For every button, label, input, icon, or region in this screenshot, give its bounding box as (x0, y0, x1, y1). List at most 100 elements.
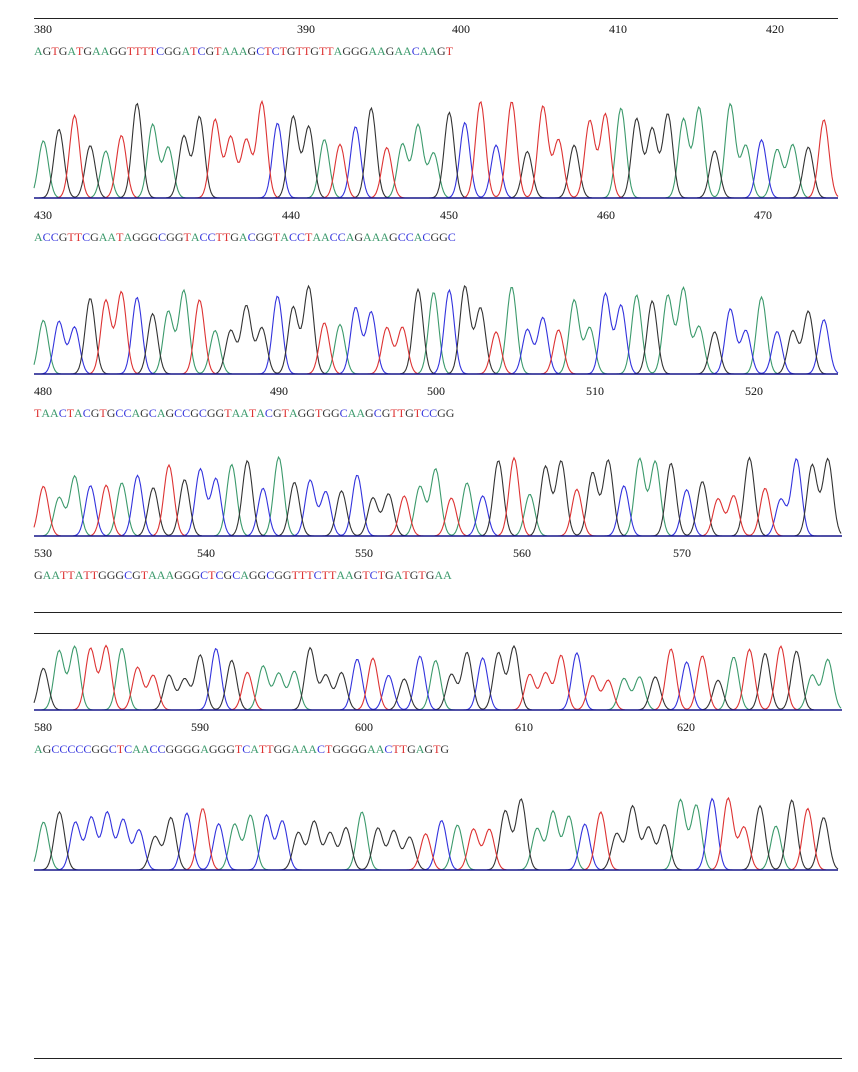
base-call: T (51, 44, 59, 58)
base-call: G (248, 568, 258, 582)
base-call: A (221, 44, 231, 58)
base-call: T (222, 230, 231, 244)
trace-c-series (34, 797, 838, 871)
position-ruler: 530 540 550 560 570 (0, 546, 858, 562)
position-tick-label: 580 (34, 720, 52, 734)
base-call: C (42, 230, 51, 244)
base-call: C (124, 568, 133, 582)
position-tick-label: 530 (34, 546, 52, 560)
base-call: G (439, 230, 448, 244)
base-call: T (324, 742, 333, 756)
base-call: C (158, 230, 167, 244)
trace-a-series (33, 102, 838, 199)
base-call: C (329, 230, 338, 244)
base-call: G (297, 406, 307, 420)
base-call: G (437, 406, 446, 420)
base-call: A (34, 230, 43, 244)
base-call: A (92, 44, 101, 58)
chromatogram-trace (33, 796, 839, 871)
trace-c-series (34, 647, 841, 711)
chromatogram-trace (33, 99, 839, 199)
base-call: T (321, 568, 329, 582)
base-call: C (199, 230, 208, 244)
base-call-sequence: TAACTACGTGCCAGCAGCCGCGGTAATACGTAGGTGGCAA… (34, 406, 454, 421)
position-tick-label: 510 (586, 384, 604, 398)
base-call: A (403, 44, 412, 58)
base-call: A (230, 44, 239, 58)
base-call: C (397, 230, 406, 244)
base-call: T (140, 568, 149, 582)
base-call: A (336, 568, 345, 582)
position-tick-label: 410 (609, 22, 627, 36)
base-call: T (279, 44, 287, 58)
base-call: A (413, 230, 423, 244)
base-call: T (141, 44, 149, 58)
position-tick-label: 430 (34, 208, 52, 222)
base-call: G (132, 568, 141, 582)
base-call: A (238, 44, 248, 58)
base-call: C (82, 230, 91, 244)
position-tick-label: 570 (673, 546, 691, 560)
position-ruler: 380 390 400 410 420 (0, 22, 858, 38)
base-call: G (132, 230, 141, 244)
base-call: A (67, 44, 77, 58)
base-call: C (58, 406, 67, 420)
position-tick-label: 600 (355, 720, 373, 734)
base-call: G (286, 44, 296, 58)
base-call: C (232, 568, 241, 582)
base-call: C (316, 742, 325, 756)
base-call: A (200, 742, 209, 756)
base-call: T (183, 230, 191, 244)
base-call: C (83, 742, 92, 756)
base-call: T (67, 568, 75, 582)
base-call: A (34, 44, 43, 58)
position-tick-label: 500 (427, 384, 445, 398)
base-call: G (223, 568, 233, 582)
base-call: G (273, 742, 283, 756)
position-tick-label: 620 (677, 720, 695, 734)
position-ruler: 580 590 600 610 620 (0, 720, 858, 736)
base-call: G (354, 230, 364, 244)
base-call: A (367, 742, 376, 756)
trace-g-series (34, 798, 839, 871)
base-call: A (240, 568, 249, 582)
base-call: G (42, 742, 52, 756)
base-call: A (132, 742, 141, 756)
base-call: G (174, 230, 184, 244)
base-call: C (82, 406, 91, 420)
base-call: G (306, 406, 315, 420)
base-call: G (437, 44, 446, 58)
base-call: A (394, 44, 404, 58)
trace-a-series (34, 455, 841, 537)
base-call: A (345, 230, 355, 244)
base-call: T (390, 406, 398, 420)
base-call: G (174, 568, 183, 582)
base-call: T (148, 44, 157, 58)
base-call: A (428, 44, 438, 58)
base-call: T (190, 44, 198, 58)
base-call: G (405, 406, 414, 420)
base-call: G (166, 230, 175, 244)
chromatogram-trace (33, 644, 842, 711)
base-call: C (157, 742, 166, 756)
base-call: G (332, 742, 341, 756)
base-call: A (50, 406, 59, 420)
base-call: T (281, 406, 289, 420)
base-call: A (320, 230, 330, 244)
base-call: G (109, 44, 119, 58)
base-call: A (156, 406, 166, 420)
base-call: C (411, 44, 420, 58)
base-call: G (310, 44, 319, 58)
base-call: G (140, 230, 150, 244)
base-call: G (353, 568, 363, 582)
base-call: G (208, 742, 218, 756)
base-call: G (282, 568, 292, 582)
base-call: G (100, 742, 109, 756)
base-call: A (74, 568, 84, 582)
base-call: C (51, 742, 60, 756)
trace-g-series (34, 456, 842, 537)
base-call: A (377, 44, 386, 58)
base-call: C (339, 406, 348, 420)
base-call: A (333, 44, 343, 58)
base-call: G (359, 44, 369, 58)
